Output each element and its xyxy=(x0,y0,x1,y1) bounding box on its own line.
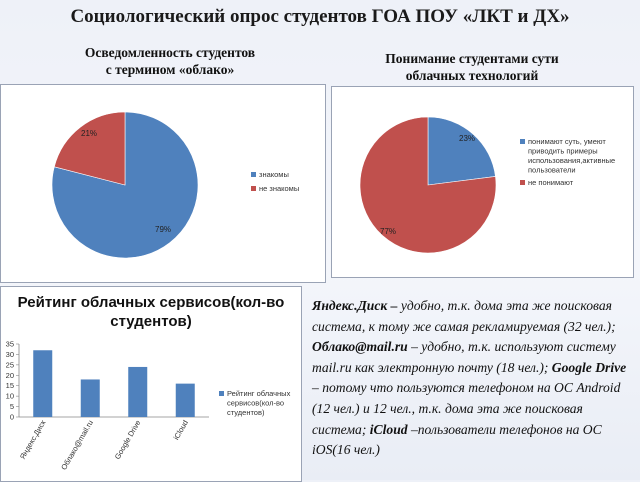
legend-swatch xyxy=(219,391,224,396)
service-name-google: Google Drive xyxy=(551,359,627,375)
y-tick-label: 10 xyxy=(6,392,14,401)
legend-label: Рейтинг облачных сервисов(кол-во студентов… xyxy=(227,389,291,417)
pie2-chart: 23% 77% понимают суть, умеют приводить прим… xyxy=(359,116,615,254)
description-text: Яндекс.Диск – удобно, т.к. дома эта же п… xyxy=(312,296,634,461)
y-tick-label: 5 xyxy=(10,402,14,411)
pie-slice-label: 77% xyxy=(380,227,396,236)
legend-swatch xyxy=(251,172,256,177)
service-name-mailru: Облако@mail.ru xyxy=(312,339,408,355)
bar-panel: Рейтинг облачных сервисов(кол-во студент… xyxy=(0,286,302,482)
category-label: Яндекс.Диск xyxy=(18,418,48,461)
y-tick-label: 30 xyxy=(6,350,14,359)
category-label: Google Drive xyxy=(113,419,143,461)
service-name-yandex: Яндекс.Диск – xyxy=(312,298,398,313)
description-google: – потому что пользуются телефоном на ОС … xyxy=(312,380,621,437)
y-tick-label: 15 xyxy=(6,381,14,390)
pie-slice-label: 21% xyxy=(81,129,97,138)
pie-slice xyxy=(427,116,496,186)
legend-label: не понимают xyxy=(528,178,574,187)
pie2-heading: Понимание студентами сути облачных технол… xyxy=(385,51,559,83)
slide-title: Социологический опрос студентов ГОА ПОУ … xyxy=(70,6,570,27)
bar xyxy=(175,383,195,417)
bar xyxy=(33,350,53,417)
category-label: iCloud xyxy=(172,419,190,442)
description-mailru: – удобно, т.к. используют систему mail.r… xyxy=(312,339,616,375)
y-tick-label: 0 xyxy=(10,413,14,422)
y-tick-label: 20 xyxy=(6,371,14,380)
service-name-icloud: iCloud xyxy=(369,421,408,437)
category-label: Облако@mail.ru xyxy=(59,419,95,472)
pie-slice xyxy=(359,116,497,254)
y-tick-label: 25 xyxy=(6,360,14,369)
legend-label: знакомы xyxy=(259,170,289,179)
bar xyxy=(128,366,148,417)
legend-swatch xyxy=(520,139,525,144)
description-icloud: –пользователи телефонов на ОС iOS(16 чел… xyxy=(312,421,602,458)
pie1-heading: Осведомленность студентов с термином «обл… xyxy=(84,45,256,77)
legend-label: не знакомы xyxy=(259,184,299,193)
y-tick-label: 35 xyxy=(6,340,14,349)
bar xyxy=(80,379,100,417)
pie-slice-label: 79% xyxy=(155,225,171,234)
pie1-chart: 79% 21% знакомы не знакомы xyxy=(51,111,299,259)
description-yandex: удобно, т.к. дома эта же поисковая систе… xyxy=(312,298,616,334)
legend-label: понимают суть, умеют приводить примеры исп… xyxy=(528,137,615,175)
pie-slice xyxy=(53,111,126,186)
legend-swatch xyxy=(251,186,256,191)
bar-chart-title: Рейтинг облачных сервисов(кол-во студент… xyxy=(17,294,285,330)
pie-slice-label: 23% xyxy=(459,134,475,143)
pie1-panel: 79% 21% знакомы не знакомы xyxy=(0,84,326,283)
legend-swatch xyxy=(520,180,525,185)
pie2-panel: 23% 77% понимают суть, умеют приводить прим… xyxy=(331,86,634,278)
